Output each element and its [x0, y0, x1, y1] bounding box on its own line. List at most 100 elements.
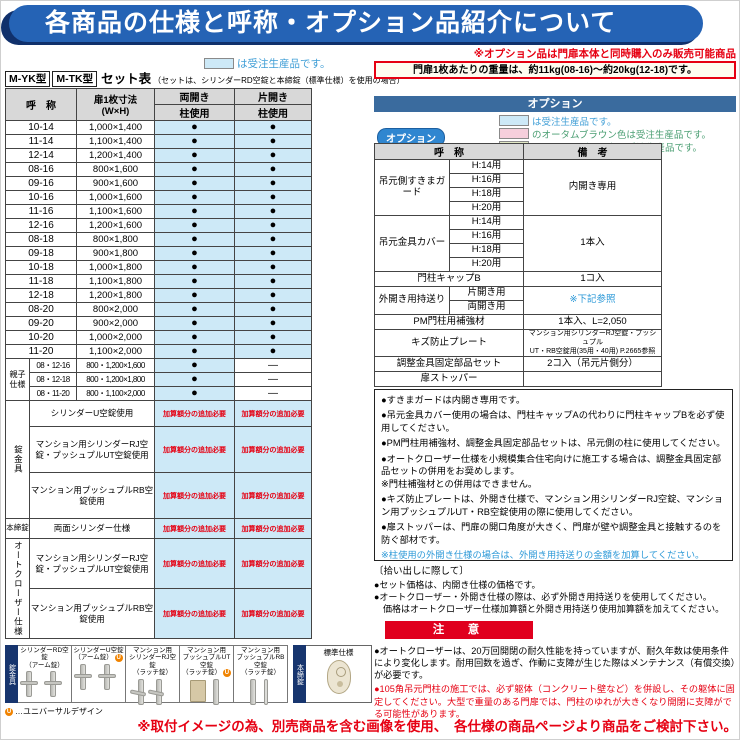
- spec-row: 11-20 1,100×2,000 ● ●: [5, 344, 312, 359]
- cell-double: ●: [154, 372, 235, 387]
- cell-surcharge: 加算額分の追加必要: [154, 426, 235, 473]
- cell-double: ●: [154, 204, 235, 219]
- spec-row-oyako: 親子 仕様 08・12-16 800・1,200×1,600 ● —: [5, 358, 312, 401]
- oyako-group-label: 親子 仕様: [5, 358, 30, 401]
- lock-product-cell: マンション用 プッシュプルRB空錠 （ラッチ錠）: [234, 645, 288, 705]
- cell-name: マンション用プッシュプルRB空錠使用: [29, 588, 155, 639]
- option-purchase-note: ※オプション品は門扉本体と同時購入のみ販売可能商品: [473, 48, 736, 60]
- cell-name: マンション用プッシュプルRB空錠使用: [29, 472, 155, 519]
- deadbolt-standard-cell: 標準仕様: [306, 645, 372, 703]
- spec-row: 09-20 900×2,000 ● ●: [5, 316, 312, 331]
- spec-row-lock: マンション用プッシュプルRB空錠使用 加算額分の追加必要 加算額分の追加必要: [6, 588, 312, 639]
- spec-table: 呼 称扉1枚寸法 (W×H) 両開き 片開き 柱使用 柱使用 10-14 1,000×1,4…: [5, 88, 312, 639]
- arm-lever-pair-icon: [72, 662, 125, 701]
- col-header-single: 片開き: [234, 88, 312, 105]
- col-header-size: 扉1枚寸法 (W×H): [76, 88, 155, 121]
- cell-double: ●: [154, 120, 235, 135]
- cell-name: 08-18: [5, 232, 77, 247]
- cell-single: —: [234, 372, 312, 387]
- cell-single: —: [234, 386, 312, 401]
- set-table-title: セット表: [101, 72, 152, 86]
- cell-name: 08-20: [5, 302, 77, 317]
- lock-products-strip: 錠金具 シリンダーRD空錠 （アーム錠） シリンダーU空錠 （アーム錠） U マンシ…: [5, 645, 288, 706]
- cell-single: ●: [234, 204, 312, 219]
- cell-size: 900×2,000: [76, 316, 155, 331]
- option-remark: マンション用シリンダーRJ空錠・プッシュプル UT・RB空錠用(35用・40用)…: [523, 328, 662, 358]
- col-header-pillar: 柱使用: [154, 104, 235, 121]
- pushpull-bar-icon: [234, 677, 287, 705]
- option-group-name: 吊元金具カバー: [374, 215, 450, 272]
- note-line: ●扉ストッパーは、門扉の開口角度が大きく、門扉が壁や調整金具と接触するのを防ぐ部…: [381, 522, 722, 545]
- cell-single: ●: [234, 344, 312, 359]
- oval-lock-icon: [326, 660, 351, 694]
- option-remark: 2コ入（吊元片側分）: [523, 356, 662, 373]
- cell-name: 12-16: [5, 218, 77, 233]
- cell-surcharge: 加算額分の追加必要: [234, 538, 312, 589]
- legend-text: は受注生産品です。: [237, 58, 331, 70]
- cell-name: 10-16: [5, 190, 77, 205]
- spec-table-grid: 呼 称扉1枚寸法 (W×H) 両開き 片開き 柱使用 柱使用 10-14 1,000×1,4…: [5, 88, 312, 639]
- option-section-header: オプション: [374, 96, 736, 112]
- option-group-name: 扉ストッパー: [374, 371, 524, 388]
- caution-heading: 注 意: [385, 621, 533, 639]
- cell-size: 1,100×1,400: [76, 134, 155, 149]
- cell-name: 08・11-20: [29, 386, 77, 401]
- cell-surcharge: 加算額分の追加必要: [154, 518, 235, 539]
- door-weight-box: 門扉1枚あたりの重量は、約11kg(08-16)～約20kg(12-18)です。: [374, 61, 736, 79]
- cell-single: ●: [234, 148, 312, 163]
- option-sub-name: 片開き用: [449, 286, 524, 301]
- spec-row-oyako: 08・11-20 800・1,100×2,000 ● —: [6, 386, 312, 401]
- pickup-notes: 〔拾い出しに際して〕 ●セット価格は、内開き仕様の価格です。 ●オートクローザー・…: [374, 566, 736, 615]
- lock-product-cell: シリンダーU空錠 （アーム錠） U: [72, 645, 126, 703]
- option-sub-name: H:16用: [449, 173, 524, 188]
- cell-double: ●: [154, 218, 235, 233]
- cell-size: 800×1,600: [76, 162, 155, 177]
- option-group-name: PM門柱用補強材: [374, 314, 524, 330]
- cell-surcharge: 加算額分の追加必要: [234, 400, 312, 427]
- set-table-title-note: （セットは、シリンダーRD空錠と本締錠（標準仕様）を使用の場合）: [153, 76, 405, 85]
- cell-size: 800・1,200×1,800: [76, 372, 155, 387]
- lock-product-cell: シリンダーRD空錠 （アーム錠）: [18, 645, 72, 703]
- cell-size: 900×1,600: [76, 176, 155, 191]
- cell-double: ●: [154, 176, 235, 191]
- option-remark: ※下記参照: [523, 286, 662, 315]
- cell-single: ●: [234, 162, 312, 177]
- cell-size: 900×1,800: [76, 246, 155, 261]
- option-row: 調整金具固定部品セット 2コ入（吊元片側分）: [374, 356, 662, 373]
- universal-design-icon: U: [114, 654, 123, 663]
- option-row: 吊元金具カバー H:14用 1本入: [374, 215, 662, 272]
- color-swatch-icon: [499, 115, 529, 126]
- cell-single: ●: [234, 330, 312, 345]
- universal-design-text: …ユニバーサルデザイン: [15, 707, 103, 716]
- cell-size: 1,100×1,800: [76, 274, 155, 289]
- cell-surcharge: 加算額分の追加必要: [154, 472, 235, 519]
- cell-surcharge: 加算額分の追加必要: [154, 588, 235, 639]
- cell-single: ●: [234, 302, 312, 317]
- spec-row-lock: オートクローザー仕様 マンション用シリンダーRJ空錠・プッシュプルUT空錠使用 加算…: [5, 538, 312, 639]
- pickup-lines: ●セット価格は、内開き仕様の価格です。 ●オートクローザー・外開き仕様の際は、必ず…: [374, 579, 736, 615]
- option-sub-name: H:20用: [449, 201, 524, 216]
- cell-double: ●: [154, 190, 235, 205]
- cell-double: ●: [154, 246, 235, 261]
- spec-row-lock: 本締錠 両面シリンダー仕様 加算額分の追加必要 加算額分の追加必要: [5, 518, 312, 539]
- spec-row: 10-18 1,000×1,800 ● ●: [5, 260, 312, 275]
- cell-surcharge: 加算額分の追加必要: [234, 518, 312, 539]
- cell-single: ●: [234, 134, 312, 149]
- caution-line: ●オートクローザーは、20万回開閉の耐久性能を持っていますが、耐久年数は使用条件…: [374, 646, 736, 681]
- cell-name: シリンダーU空錠使用: [29, 400, 155, 427]
- option-row: 門柱キャップB 1コ入: [374, 271, 662, 287]
- option-sub-name: H:16用: [449, 229, 524, 244]
- option-sub-name: 両開き用: [449, 300, 524, 315]
- cell-size: 1,100×2,000: [76, 344, 155, 359]
- lock-group-label: オートクローザー仕様: [5, 538, 30, 639]
- option-legend-text: のオータムブラウン色は受注生産品です。: [532, 129, 711, 141]
- cell-surcharge: 加算額分の追加必要: [234, 426, 312, 473]
- cell-name: 09-16: [5, 176, 77, 191]
- option-remark: 1本入: [523, 215, 662, 272]
- cell-single: ●: [234, 176, 312, 191]
- option-sub-name: H:14用: [449, 215, 524, 230]
- universal-design-note: U …ユニバーサルデザイン: [5, 706, 103, 717]
- spec-row: 10-20 1,000×2,000 ● ●: [5, 330, 312, 345]
- lock-product-label: シリンダーRD空錠 （アーム錠）: [20, 647, 69, 669]
